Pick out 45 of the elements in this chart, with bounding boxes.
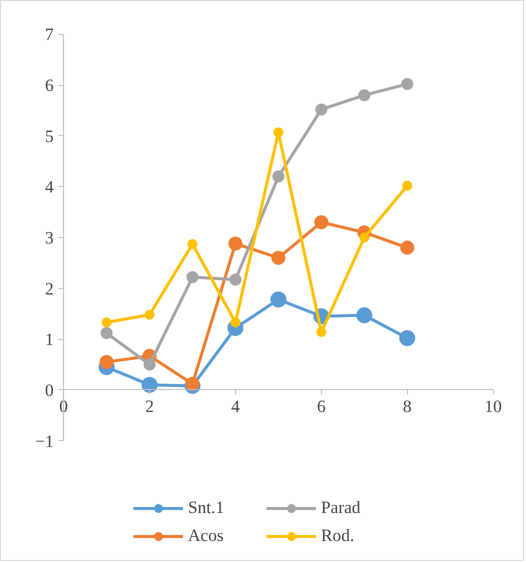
legend-label: Snt.1: [188, 498, 226, 518]
point: [359, 232, 370, 242]
point: [228, 236, 242, 251]
point: [185, 376, 200, 391]
point: [356, 307, 372, 324]
x-tick-label: 6: [317, 396, 326, 416]
point: [271, 250, 286, 265]
x-tick-label: 0: [59, 396, 68, 416]
point: [402, 180, 412, 191]
x-tick-label: 4: [231, 396, 240, 416]
point: [314, 215, 328, 230]
y-tick-label: 6: [44, 76, 54, 96]
y-tick-label: 3: [44, 228, 54, 248]
y-tick-label: 2: [44, 279, 54, 298]
point: [142, 376, 158, 393]
point: [144, 310, 155, 320]
y-tick-label: −1: [35, 432, 54, 451]
point: [273, 127, 284, 138]
y-tick-label: 7: [44, 25, 54, 44]
y-tick-label: 1: [44, 330, 54, 350]
point: [316, 327, 326, 338]
point: [100, 355, 114, 369]
point: [270, 292, 286, 308]
point: [100, 327, 113, 340]
point: [187, 239, 198, 250]
y-tick-label: 4: [44, 178, 54, 197]
legend-label: Acos: [188, 526, 225, 546]
point: [401, 78, 414, 90]
y-tick-label: 5: [44, 126, 54, 146]
point: [399, 330, 416, 346]
x-tick-label: 10: [484, 396, 502, 416]
legend-label: Parad: [321, 498, 362, 518]
point: [358, 89, 370, 102]
y-tick-label: 0: [44, 380, 54, 400]
point: [102, 317, 112, 328]
point: [315, 103, 328, 116]
point: [230, 317, 240, 328]
point: [272, 170, 284, 183]
point: [229, 274, 242, 286]
x-tick-label: 2: [145, 396, 154, 416]
point: [400, 240, 414, 255]
legend-label: Rod.: [321, 526, 356, 546]
x-tick-label: 8: [402, 396, 412, 416]
point: [186, 271, 198, 284]
point: [144, 358, 156, 371]
